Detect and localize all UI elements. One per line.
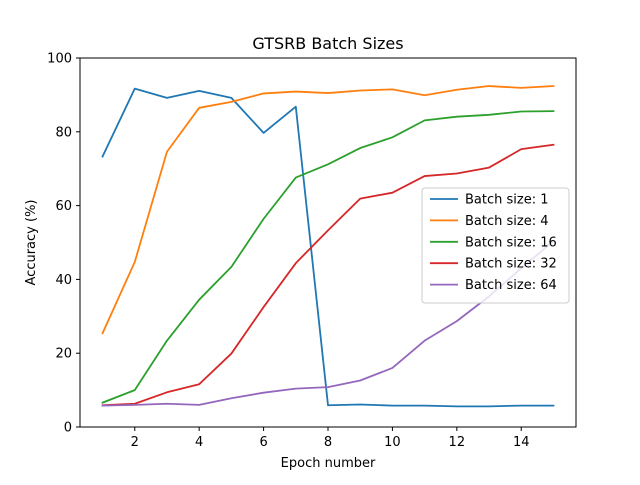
x-axis-ticks: 2 4 6 8 10 12 14 (131, 427, 530, 450)
legend-label-3: Batch size: 16 (465, 235, 557, 250)
y-tick-label: 0 (64, 421, 72, 436)
series-line-4 (101, 143, 555, 407)
y-tick-label: 100 (47, 52, 72, 67)
x-tick-label: 8 (324, 435, 332, 450)
x-tick-label: 12 (449, 435, 466, 450)
y-tick-label: 60 (55, 199, 72, 214)
legend-label-4: Batch size: 32 (465, 257, 557, 272)
series-line-2 (101, 85, 555, 335)
series-line-1 (101, 87, 555, 408)
y-tick-label: 40 (55, 273, 72, 288)
legend-label-1: Batch size: 1 (465, 193, 549, 208)
y-axis-ticks: 0 20 40 60 80 100 (47, 52, 80, 436)
x-tick-label: 2 (131, 435, 139, 450)
x-tick-label: 4 (195, 435, 203, 450)
series-line-5 (101, 239, 555, 407)
legend-box (421, 187, 570, 304)
x-axis-label: Epoch number (281, 456, 376, 471)
legend-label-2: Batch size: 4 (465, 214, 549, 229)
y-axis-label: Accuracy (%) (24, 200, 39, 286)
legend-label-5: Batch size: 64 (465, 278, 557, 293)
y-tick-label: 80 (55, 125, 72, 140)
series-line-3 (101, 110, 555, 404)
x-tick-label: 14 (513, 435, 530, 450)
y-tick-label: 20 (55, 347, 72, 362)
x-tick-label: 6 (259, 435, 267, 450)
plot-lines (101, 85, 555, 408)
legend: Batch size: 1 Batch size: 4 Batch size: 16… (421, 187, 570, 304)
chart-title: GTSRB Batch Sizes (252, 34, 403, 53)
x-tick-label: 10 (384, 435, 401, 450)
